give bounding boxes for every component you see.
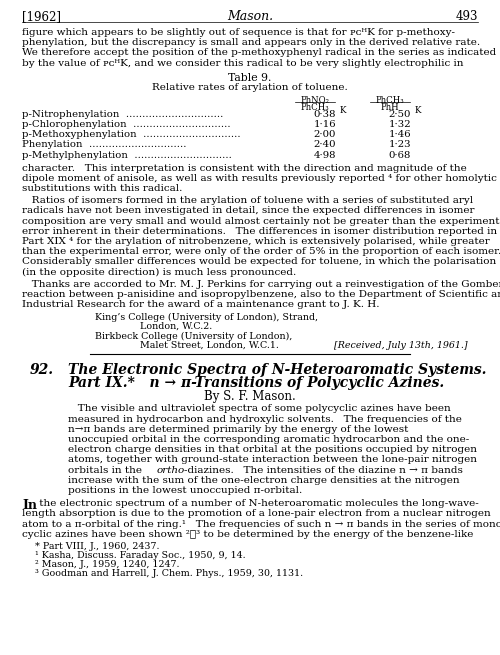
Text: 0·68: 0·68: [389, 151, 411, 160]
Text: ² Mason, J., 1959, 1240, 1247.: ² Mason, J., 1959, 1240, 1247.: [35, 560, 180, 569]
Text: The visible and ultraviolet spectra of some polycyclic azines have been: The visible and ultraviolet spectra of s…: [68, 405, 451, 413]
Text: PhH: PhH: [380, 103, 400, 112]
Text: error inherent in their determinations.   The differences in isomer distribution: error inherent in their determinations. …: [22, 227, 497, 236]
Text: 2·00: 2·00: [314, 130, 336, 139]
Text: p-Nitrophenylation  ..............................: p-Nitrophenylation .....................…: [22, 109, 224, 119]
Text: Birkbeck College (University of London),: Birkbeck College (University of London),: [95, 331, 292, 341]
Text: By S. F. Mason.: By S. F. Mason.: [204, 390, 296, 403]
Text: 2·50: 2·50: [389, 109, 411, 119]
Text: 0·38: 0·38: [314, 109, 336, 119]
Text: Considerably smaller differences would be expected for toluene, in which the pol: Considerably smaller differences would b…: [22, 257, 496, 267]
Text: [Received, July 13th, 1961.]: [Received, July 13th, 1961.]: [334, 341, 468, 350]
Text: (in the opposite direction) is much less pronounced.: (in the opposite direction) is much less…: [22, 268, 296, 277]
Text: PhCH₃: PhCH₃: [300, 103, 330, 112]
Text: Thanks are accorded to Mr. M. J. Perkins for carrying out a reinvestigation of t: Thanks are accorded to Mr. M. J. Perkins…: [22, 280, 500, 289]
Text: measured in hydrocarbon and hydroxylic solvents.   The frequencies of the: measured in hydrocarbon and hydroxylic s…: [68, 415, 462, 424]
Text: ortho: ortho: [157, 466, 185, 475]
Text: unoccupied orbital in the corresponding aromatic hydrocarbon and the one-: unoccupied orbital in the corresponding …: [68, 435, 469, 444]
Text: ¹ Kasha, Discuss. Faraday Soc., 1950, 9, 14.: ¹ Kasha, Discuss. Faraday Soc., 1950, 9,…: [35, 551, 246, 560]
Text: Phenylation  ..............................: Phenylation ............................…: [22, 140, 186, 149]
Text: K: K: [340, 105, 346, 115]
Text: ³ Goodman and Harrell, J. Chem. Phys., 1959, 30, 1131.: ³ Goodman and Harrell, J. Chem. Phys., 1…: [35, 569, 303, 578]
Text: composition are very small and would almost certainly not be greater than the ex: composition are very small and would alm…: [22, 217, 500, 226]
Text: character.   This interpretation is consistent with the direction and magnitude : character. This interpretation is consis…: [22, 164, 467, 173]
Text: Table 9.: Table 9.: [228, 73, 272, 83]
Text: increase with the sum of the one-electron charge densities at the nitrogen: increase with the sum of the one-electro…: [68, 476, 460, 485]
Text: length absorption is due to the promotion of a lone-pair electron from a nuclear: length absorption is due to the promotio…: [22, 510, 491, 519]
Text: Malet Street, London, W.C.1.: Malet Street, London, W.C.1.: [140, 341, 279, 350]
Text: 4·98: 4·98: [314, 151, 336, 160]
Text: -diazines.   The intensities of the diazine n → π bands: -diazines. The intensities of the diazin…: [184, 466, 463, 475]
Text: Ratios of isomers formed in the arylation of toluene with a series of substitute: Ratios of isomers formed in the arylatio…: [22, 196, 473, 205]
Text: positions in the lowest unoccupied π-orbital.: positions in the lowest unoccupied π-orb…: [68, 486, 302, 495]
Text: substitutions with this radical.: substitutions with this radical.: [22, 184, 182, 193]
Text: King’s College (University of London), Strand,: King’s College (University of London), S…: [95, 312, 318, 322]
Text: figure which appears to be slightly out of sequence is that for ᴘᴄᴴK for p-metho: figure which appears to be slightly out …: [22, 28, 455, 37]
Text: 1·32: 1·32: [388, 120, 411, 129]
Text: 1·46: 1·46: [388, 130, 411, 139]
Text: London, W.C.2.: London, W.C.2.: [140, 322, 212, 331]
Text: 2·40: 2·40: [314, 140, 336, 149]
Text: Part XIX ⁴ for the arylation of nitrobenzene, which is extensively polarised, wh: Part XIX ⁴ for the arylation of nitroben…: [22, 237, 490, 246]
Text: 92.: 92.: [30, 364, 54, 377]
Text: [1962]: [1962]: [22, 10, 61, 23]
Text: cyclic azines have been shown ²‧³ to be determined by the energy of the benzene-: cyclic azines have been shown ²‧³ to be …: [22, 530, 473, 539]
Text: * Part VIII, J., 1960, 2437.: * Part VIII, J., 1960, 2437.: [35, 542, 160, 551]
Text: p-Chlorophenylation  ..............................: p-Chlorophenylation ....................…: [22, 120, 231, 129]
Text: Relative rates of arylation of toluene.: Relative rates of arylation of toluene.: [152, 83, 348, 92]
Text: electron charge densities in that orbital at the positions occupied by nitrogen: electron charge densities in that orbita…: [68, 445, 477, 455]
Text: 493: 493: [456, 10, 478, 23]
Text: The Electronic Spectra of N-Heteroaromatic Systems.: The Electronic Spectra of N-Heteroaromat…: [68, 364, 486, 377]
Text: PhCH₃: PhCH₃: [376, 96, 404, 105]
Text: 1·23: 1·23: [388, 140, 411, 149]
Text: p-Methylphenylation  ..............................: p-Methylphenylation ....................…: [22, 151, 232, 160]
Text: Industrial Research for the award of a maintenance grant to J. K. H.: Industrial Research for the award of a m…: [22, 300, 380, 309]
Text: We therefore accept the position of the p-methoxyphenyl radical in the series as: We therefore accept the position of the …: [22, 48, 496, 58]
Text: atoms, together with ground-state interaction between the lone-pair nitrogen: atoms, together with ground-state intera…: [68, 455, 477, 464]
Text: n→π bands are determined primarily by the energy of the lowest: n→π bands are determined primarily by th…: [68, 425, 408, 434]
Text: dipole moment of anisole, as well as with results previously reported ⁴ for othe: dipole moment of anisole, as well as wit…: [22, 174, 497, 183]
Text: K: K: [415, 105, 422, 115]
Text: radicals have not been investigated in detail, since the expected differences in: radicals have not been investigated in d…: [22, 206, 474, 215]
Text: Part IX.*   n → π-Transitions of Polycyclic Azines.: Part IX.* n → π-Transitions of Polycycli…: [68, 377, 444, 390]
Text: PhNO₂: PhNO₂: [300, 96, 330, 105]
Text: atom to a π-orbital of the ring.¹   The frequencies of such n → π bands in the s: atom to a π-orbital of the ring.¹ The fr…: [22, 519, 500, 529]
Text: In: In: [22, 499, 37, 512]
Text: Mason.: Mason.: [227, 10, 273, 23]
Text: phenylation, but the discrepancy is small and appears only in the derived relati: phenylation, but the discrepancy is smal…: [22, 38, 480, 47]
Text: orbitals in the: orbitals in the: [68, 466, 145, 475]
Text: p-Methoxyphenylation  ..............................: p-Methoxyphenylation ...................…: [22, 130, 240, 139]
Text: than the experimental error, were only of the order of 5% in the proportion of e: than the experimental error, were only o…: [22, 248, 500, 256]
Text: by the value of ᴘᴄᴴK, and we consider this radical to be very slightly electroph: by the value of ᴘᴄᴴK, and we consider th…: [22, 58, 464, 67]
Text: the electronic spectrum of a number of N-heteroaromatic molecules the long-wave-: the electronic spectrum of a number of N…: [36, 499, 479, 508]
Text: 1·16: 1·16: [314, 120, 336, 129]
Text: reaction between p-anisidine and isopropylbenzene, also to the Department of Sci: reaction between p-anisidine and isoprop…: [22, 290, 500, 299]
